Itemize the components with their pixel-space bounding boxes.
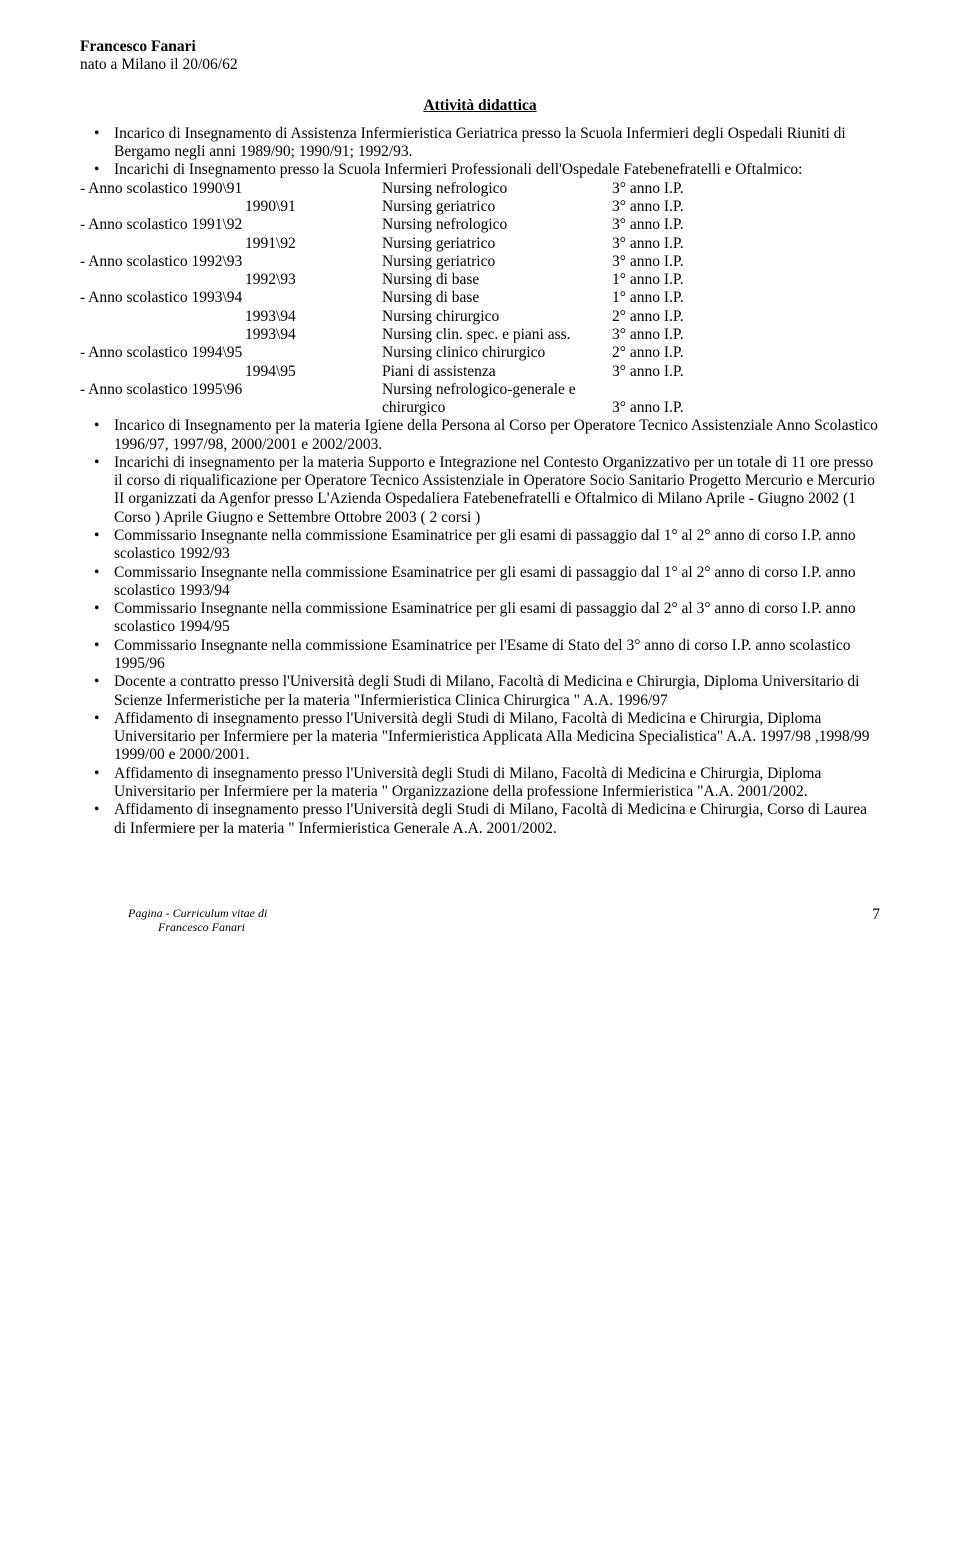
list-item-text: Incarichi di Insegnamento presso la Scuo… <box>114 161 802 178</box>
footer-line2: Francesco Fanari <box>128 920 880 934</box>
cell-period: 1993\94 <box>80 326 382 344</box>
cell-subject: chirurgico <box>382 399 612 417</box>
list-item-text: Commissario Insegnante nella commissione… <box>114 637 850 672</box>
cell-year: 3° anno I.P. <box>612 216 684 234</box>
cell-subject: Nursing nefrologico <box>382 180 612 198</box>
cell-subject: Nursing clinico chirurgico <box>382 344 612 362</box>
page-footer: 7 Pagina - Curriculum vitae di Francesco… <box>80 906 880 935</box>
cell-year: 2° anno I.P. <box>612 308 684 326</box>
list-item: Incarico di Insegnamento di Assistenza I… <box>80 125 880 162</box>
table-row: 1990\91 Nursing geriatrico 3° anno I.P. <box>80 198 880 216</box>
list-item: Incarichi di Insegnamento presso la Scuo… <box>80 161 880 179</box>
cell-subject: Piani di assistenza <box>382 363 612 381</box>
cell-subject: Nursing geriatrico <box>382 198 612 216</box>
list-item: Incarico di Insegnamento per la materia … <box>80 417 880 454</box>
cell-period: 1993\94 <box>80 308 382 326</box>
top-bullet-list: Incarico di Insegnamento di Assistenza I… <box>80 125 880 180</box>
table-row: 1994\95 Piani di assistenza 3° anno I.P. <box>80 363 880 381</box>
cell-subject: Nursing geriatrico <box>382 253 612 271</box>
cell-year: 1° anno I.P. <box>612 289 684 307</box>
cell-period: 1991\92 <box>80 235 382 253</box>
person-name: Francesco Fanari <box>80 38 880 56</box>
cell-period: - Anno scolastico 1993\94 <box>80 289 382 307</box>
cell-subject: Nursing nefrologico-generale e <box>382 381 612 399</box>
document-page: Francesco Fanari nato a Milano il 20/06/… <box>0 0 960 965</box>
person-birth: nato a Milano il 20/06/62 <box>80 56 880 74</box>
list-item-text: Commissario Insegnante nella commissione… <box>114 527 856 562</box>
table-row: chirurgico 3° anno I.P. <box>80 399 880 417</box>
cell-subject: Nursing clin. spec. e piani ass. <box>382 326 612 344</box>
cell-year: 3° anno I.P. <box>612 253 684 271</box>
page-number: 7 <box>872 906 880 925</box>
list-item-text: Affidamento di insegnamento presso l'Uni… <box>114 710 870 764</box>
bottom-bullet-list: Incarico di Insegnamento per la materia … <box>80 417 880 837</box>
teaching-table: - Anno scolastico 1990\91 Nursing nefrol… <box>80 180 880 418</box>
cell-year: 3° anno I.P. <box>612 399 684 417</box>
cell-year: 3° anno I.P. <box>612 363 684 381</box>
cell-subject: Nursing di base <box>382 271 612 289</box>
cell-period: - Anno scolastico 1990\91 <box>80 180 382 198</box>
list-item: Commissario Insegnante nella commissione… <box>80 527 880 564</box>
table-row: - Anno scolastico 1990\91 Nursing nefrol… <box>80 180 880 198</box>
table-row: 1991\92 Nursing geriatrico 3° anno I.P. <box>80 235 880 253</box>
table-row: - Anno scolastico 1992\93 Nursing geriat… <box>80 253 880 271</box>
list-item: Commissario Insegnante nella commissione… <box>80 600 880 637</box>
list-item-text: Incarico di Insegnamento di Assistenza I… <box>114 125 846 160</box>
cell-period: 1994\95 <box>80 363 382 381</box>
cell-period: - Anno scolastico 1994\95 <box>80 344 382 362</box>
table-row: - Anno scolastico 1995\96 Nursing nefrol… <box>80 381 880 399</box>
cell-year: 1° anno I.P. <box>612 271 684 289</box>
table-row: 1993\94 Nursing chirurgico 2° anno I.P. <box>80 308 880 326</box>
list-item-text: Affidamento di insegnamento presso l'Uni… <box>114 801 867 836</box>
cell-year: 3° anno I.P. <box>612 235 684 253</box>
cell-period: 1990\91 <box>80 198 382 216</box>
list-item-text: Commissario Insegnante nella commissione… <box>114 564 856 599</box>
list-item-text: Commissario Insegnante nella commissione… <box>114 600 856 635</box>
cell-period: - Anno scolastico 1991\92 <box>80 216 382 234</box>
list-item: Commissario Insegnante nella commissione… <box>80 564 880 601</box>
list-item: Docente a contratto presso l'Università … <box>80 673 880 710</box>
list-item-text: Affidamento di insegnamento presso l'Uni… <box>114 765 821 800</box>
cell-year: 3° anno I.P. <box>612 326 684 344</box>
cell-period: - Anno scolastico 1995\96 <box>80 381 382 399</box>
cell-subject: Nursing nefrologico <box>382 216 612 234</box>
table-row: 1993\94 Nursing clin. spec. e piani ass.… <box>80 326 880 344</box>
list-item-text: Incarico di Insegnamento per la materia … <box>114 417 878 452</box>
list-item: Affidamento di insegnamento presso l'Uni… <box>80 710 880 765</box>
cell-subject: Nursing chirurgico <box>382 308 612 326</box>
list-item-text: Docente a contratto presso l'Università … <box>114 673 859 708</box>
section-title: Attività didattica <box>80 97 880 115</box>
cell-year: 3° anno I.P. <box>612 198 684 216</box>
list-item: Affidamento di insegnamento presso l'Uni… <box>80 801 880 838</box>
table-row: - Anno scolastico 1991\92 Nursing nefrol… <box>80 216 880 234</box>
list-item: Incarichi di insegnamento per la materia… <box>80 454 880 527</box>
cell-year: 2° anno I.P. <box>612 344 684 362</box>
cell-year: 3° anno I.P. <box>612 180 684 198</box>
list-item: Commissario Insegnante nella commissione… <box>80 637 880 674</box>
list-item: Affidamento di insegnamento presso l'Uni… <box>80 765 880 802</box>
cell-subject: Nursing geriatrico <box>382 235 612 253</box>
table-row: - Anno scolastico 1993\94 Nursing di bas… <box>80 289 880 307</box>
cell-period: - Anno scolastico 1992\93 <box>80 253 382 271</box>
table-row: 1992\93 Nursing di base 1° anno I.P. <box>80 271 880 289</box>
list-item-text: Incarichi di insegnamento per la materia… <box>114 454 875 526</box>
footer-line1: Pagina - Curriculum vitae di <box>128 906 880 920</box>
cell-subject: Nursing di base <box>382 289 612 307</box>
cell-period: 1992\93 <box>80 271 382 289</box>
table-row: - Anno scolastico 1994\95 Nursing clinic… <box>80 344 880 362</box>
cell-period <box>80 399 382 417</box>
